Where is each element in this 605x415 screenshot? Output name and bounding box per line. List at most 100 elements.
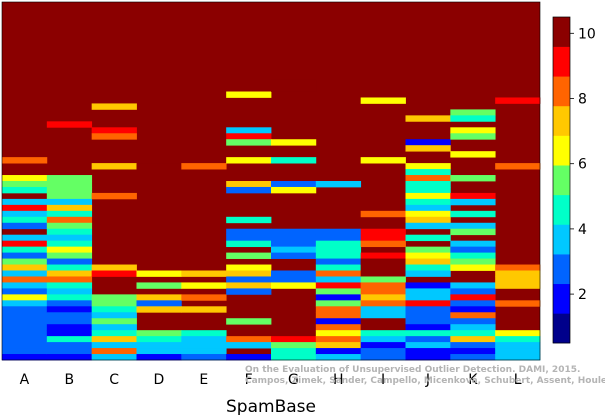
heatmap-cell: [2, 222, 48, 230]
heatmap-cell: [405, 246, 451, 253]
heatmap-cell: [91, 348, 137, 355]
heatmap-cell: [46, 288, 93, 295]
heatmap-cell: [450, 133, 496, 140]
heatmap-cell: [450, 175, 496, 182]
heatmap-cell: [495, 276, 541, 283]
heatmap-cell: [315, 228, 362, 236]
colorbar-segment: [553, 224, 570, 255]
heatmap-cell: [315, 300, 362, 307]
heatmap-cell: [360, 234, 406, 242]
heatmap-cell: [46, 210, 93, 218]
x-tick-label: G: [288, 372, 299, 388]
heatmap-cell: [46, 121, 93, 128]
heatmap-cell: [405, 139, 451, 146]
colorbar-tick-label: 4: [578, 222, 587, 238]
heatmap-cell: [181, 330, 227, 337]
x-tick-label: H: [333, 372, 344, 388]
heatmap-cell: [46, 342, 93, 349]
heatmap-cell: [46, 270, 93, 277]
heatmap-cell: [226, 342, 272, 349]
heatmap-cell: [91, 318, 137, 325]
heatmap-cell: [46, 204, 93, 212]
heatmap-cell: [315, 252, 362, 259]
heatmap-cell: [450, 210, 496, 218]
heatmap-cell: [405, 186, 451, 194]
heatmap-cell: [2, 306, 48, 313]
heatmap-cell: [181, 270, 227, 277]
heatmap-cell: [360, 240, 406, 248]
heatmap-cell: [405, 288, 451, 295]
colorbar-segment: [553, 46, 570, 77]
heatmap-cell: [2, 330, 48, 337]
heatmap-cell: [405, 342, 451, 349]
heatmap-cell: [226, 228, 272, 236]
heatmap-cell: [450, 127, 496, 134]
heatmap-cell: [405, 306, 451, 313]
colorbar-segment: [553, 194, 570, 225]
heatmap-cell: [405, 169, 451, 176]
heatmap-cell: [2, 252, 48, 259]
heatmap-cell: [405, 192, 451, 200]
heatmap-cell: [360, 336, 406, 343]
heatmap-cell: [46, 276, 93, 283]
heatmap-cell: [2, 264, 48, 271]
heatmap-cell: [405, 294, 451, 301]
heatmap-cell: [271, 228, 317, 236]
heatmap-cell: [495, 270, 541, 277]
heatmap-cell: [315, 258, 362, 265]
heatmap-cell: [226, 91, 272, 98]
heatmap-cell: [46, 240, 93, 248]
heatmap-cell: [91, 312, 137, 319]
colorbar-tick-label: 2: [578, 287, 587, 303]
heatmap-cell: [136, 336, 182, 343]
heatmap-cell: [226, 252, 272, 259]
heatmap-cell: [226, 216, 272, 224]
heatmap-cell: [315, 354, 362, 361]
heatmap-cell: [91, 270, 137, 277]
heatmap-cell: [2, 300, 48, 307]
heatmap-cell: [136, 294, 182, 301]
heatmap-cell: [181, 282, 227, 289]
heatmap-cell: [495, 330, 541, 337]
heatmap-cell: [271, 336, 317, 343]
heatmap-cell: [315, 246, 362, 253]
colorbar-tick-label: 6: [578, 157, 587, 173]
heatmap-cell: [2, 318, 48, 325]
heatmap-cell: [46, 216, 93, 224]
heatmap-cell: [315, 306, 362, 313]
heatmap-cell: [405, 264, 451, 271]
heatmap-cell: [271, 85, 317, 92]
heatmap-cell: [46, 348, 93, 355]
heatmap-cell: [46, 282, 93, 289]
colorbar: 2 4 6 8 10: [552, 16, 596, 344]
heatmap-cell: [2, 157, 48, 164]
heatmap-cell: [360, 97, 406, 104]
x-tick-label: F: [245, 372, 253, 388]
colorbar-border: [552, 16, 571, 344]
heatmap-cell: [136, 342, 182, 349]
heatmap-cell: [46, 228, 93, 236]
heatmap-cell: [315, 288, 362, 295]
heatmap-cell: [450, 294, 496, 301]
heatmap-cell: [315, 312, 362, 319]
heatmap-cell: [450, 198, 496, 206]
heatmap-cell: [315, 348, 362, 355]
heatmap-cell: [450, 324, 496, 331]
heatmap-cell: [360, 157, 406, 164]
colorbar-segment: [553, 105, 570, 136]
heatmap-cell: [226, 276, 272, 283]
heatmap-cell: [226, 270, 272, 277]
heatmap-cell: [495, 342, 541, 349]
heatmap-cell: [46, 198, 93, 206]
heatmap-cell: [450, 109, 496, 116]
heatmap-cell: [136, 300, 182, 307]
heatmap-cell: [91, 300, 137, 307]
heatmap-cell: [46, 354, 93, 361]
heatmap-cell: [91, 354, 137, 361]
heatmap-cell: [181, 342, 227, 349]
heatmap-cell: [226, 336, 272, 343]
heatmap-cell: [405, 210, 451, 218]
heatmap-cell: [226, 354, 272, 361]
heatmap-cell: [46, 186, 93, 194]
heatmap-cell: [226, 186, 272, 194]
